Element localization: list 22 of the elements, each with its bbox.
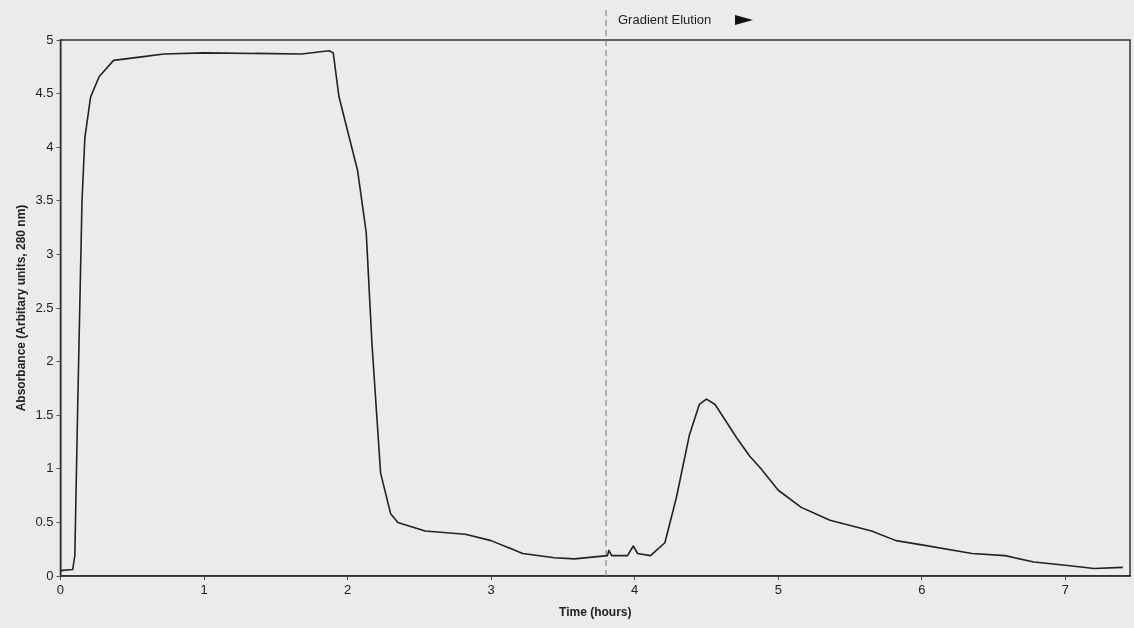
- y-tick-label: 1: [46, 460, 54, 476]
- y-tick-label: 2: [46, 353, 54, 369]
- y-tick-label: 3.5: [35, 192, 54, 208]
- y-tick-label: 4: [46, 138, 54, 154]
- ref-line-label: Gradient Elution: [618, 11, 712, 27]
- y-tick-label: 3: [46, 245, 54, 261]
- y-tick-label: 0: [46, 567, 54, 583]
- x-tick-label: 6: [918, 582, 926, 598]
- x-axis-title: Time (hours): [559, 605, 632, 620]
- y-tick-label: 4.5: [35, 85, 54, 101]
- x-tick-label: 5: [774, 582, 782, 598]
- x-tick-label: 4: [631, 582, 639, 598]
- x-tick-label: 0: [56, 582, 65, 598]
- x-tick-label: 3: [487, 582, 495, 598]
- y-tick-label: 0.5: [35, 513, 54, 529]
- x-tick-label: 1: [200, 582, 208, 598]
- y-tick-label: 2.5: [35, 299, 54, 315]
- y-tick-label: 1.5: [35, 406, 54, 422]
- x-tick-label: 2: [343, 582, 352, 598]
- x-tick-label: 7: [1061, 582, 1070, 598]
- y-tick-label: 5: [46, 31, 54, 47]
- y-axis-title: Absorbance (Arbitary units, 280 nm): [13, 204, 28, 412]
